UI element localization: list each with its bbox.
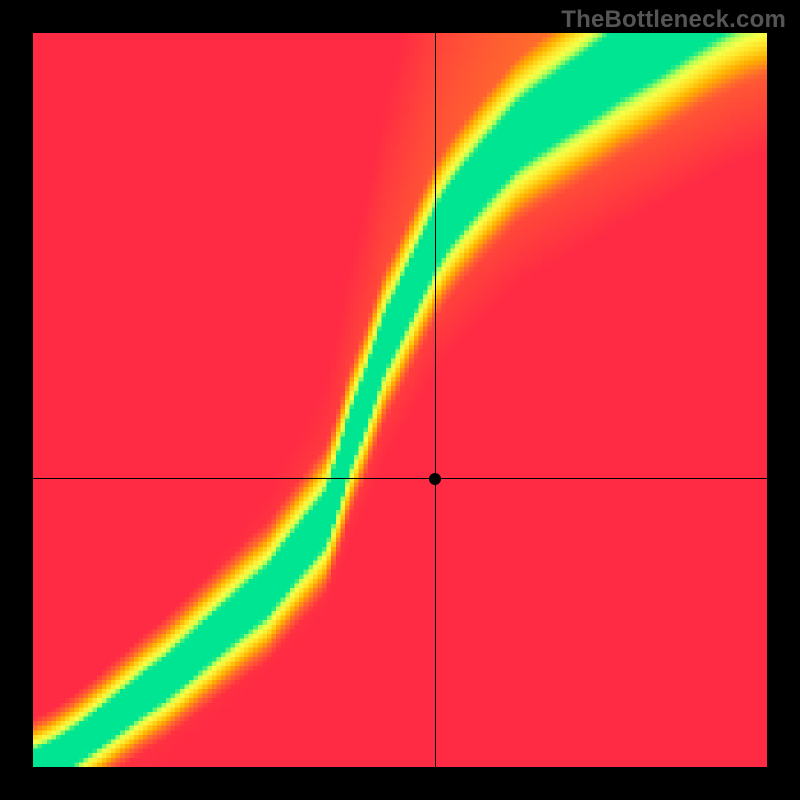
heatmap-canvas xyxy=(33,33,767,767)
watermark-label: TheBottleneck.com xyxy=(561,6,786,34)
chart-container: TheBottleneck.com xyxy=(0,0,800,800)
